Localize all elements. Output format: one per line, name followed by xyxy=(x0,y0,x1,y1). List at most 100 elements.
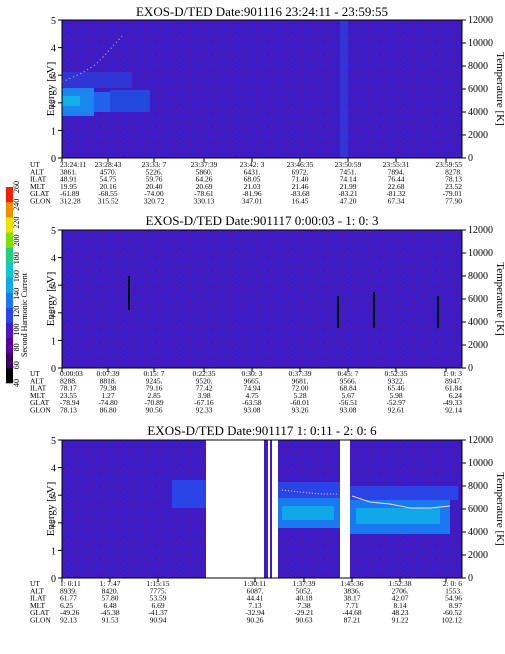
y-tick-label: 4 xyxy=(51,464,56,475)
y-tick-label: 3 xyxy=(51,71,56,82)
ephemeris-value: 91.22 xyxy=(392,616,409,625)
ephemeris-value: 330.13 xyxy=(194,197,215,206)
ephemeris-value: 0:22:35 xyxy=(193,369,216,378)
ephemeris-value: 1: 7:47 xyxy=(99,579,120,588)
ephemeris-value: 68.05 xyxy=(244,175,261,184)
ephemeris-value: 23:55:31 xyxy=(383,160,410,169)
ephemeris-value: 7894. xyxy=(388,167,405,176)
panel-3-plot-area xyxy=(61,439,463,579)
ephemeris-row-label: MLT xyxy=(30,182,46,191)
ephemeris-row-label: GLON xyxy=(30,197,51,206)
panel-3: EXOS-D/TED Date:901117 1: 0:11 - 2: 0: 6 xyxy=(30,423,505,625)
colorbar-tick-label: 180 xyxy=(12,252,21,264)
ephemeris-value: 48.91 xyxy=(60,175,77,184)
colorbar-cell xyxy=(6,277,13,293)
ephemeris-row-label: UT xyxy=(30,369,40,378)
panel-3-ylabel: Energy [eV] xyxy=(45,482,57,536)
ephemeris-value: -74.80 xyxy=(98,398,118,407)
ephemeris-value: 6.25 xyxy=(60,601,73,610)
y-tick-label: 2 xyxy=(51,99,56,110)
ephemeris-row-label: ALT xyxy=(30,586,44,595)
ephemeris-row-label: GLON xyxy=(30,406,51,415)
ephemeris-value: 40.18 xyxy=(296,594,313,603)
ephemeris-value: 102.12 xyxy=(441,616,462,625)
y2-tick-label: 6000 xyxy=(468,84,488,95)
panel-1: EXOS-D/TED Date:901116 23:24:11 - 23:59:… xyxy=(30,4,505,206)
ephemeris-value: 5.28 xyxy=(293,391,306,400)
ephemeris-value: -32.94 xyxy=(245,608,265,617)
ephemeris-value: 8420. xyxy=(102,586,119,595)
y2-tick-label: 2000 xyxy=(468,550,488,561)
y2-tick-label: 4000 xyxy=(468,107,488,118)
ephemeris-value: -81.32 xyxy=(386,189,406,198)
ephemeris-value: 72.00 xyxy=(292,384,309,393)
ephemeris-value: 3836. xyxy=(344,586,361,595)
ephemeris-value: 77.42 xyxy=(196,384,213,393)
ephemeris-row-label: ILAT xyxy=(30,384,47,393)
y2-tick-label: 0 xyxy=(468,153,473,164)
y-tick-label: 1 xyxy=(51,546,56,557)
ephemeris-value: -68.55 xyxy=(98,189,118,198)
ephemeris-value: -56.51 xyxy=(338,398,358,407)
ephemeris-value: 48.23 xyxy=(392,608,409,617)
ephemeris-value: 0:37:39 xyxy=(289,369,312,378)
ephemeris-value: 7451. xyxy=(340,167,357,176)
y-tick-label: 5 xyxy=(51,226,56,237)
ephemeris-value: 54.96 xyxy=(445,594,462,603)
colorbar-cell xyxy=(6,262,13,278)
ephemeris-value: 8939. xyxy=(60,586,77,595)
ephemeris-value: -63.58 xyxy=(242,398,262,407)
colorbar-label: Second Harmonic Current xyxy=(20,272,29,357)
ephemeris-value: 68.84 xyxy=(340,384,357,393)
ephemeris-value: -83.68 xyxy=(290,189,310,198)
ephemeris-value: 315.52 xyxy=(98,197,119,206)
colorbar-cell xyxy=(6,202,13,218)
colorbar-tick-label: 100 xyxy=(12,324,21,336)
ephemeris-value: 6972. xyxy=(292,167,309,176)
colorbar-tick-label: 260 xyxy=(12,181,21,193)
ephemeris-value: 38.17 xyxy=(344,594,361,603)
ephemeris-value: 92.61 xyxy=(388,406,405,415)
ephemeris-value: 8.97 xyxy=(449,601,462,610)
ephemeris-value: 90.56 xyxy=(146,406,163,415)
ephemeris-value: 1: 0:11 xyxy=(60,579,81,588)
ephemeris-value: 1553. xyxy=(445,586,462,595)
ephemeris-value: 9566. xyxy=(340,376,357,385)
ephemeris-value: 0:52:35 xyxy=(385,369,408,378)
ephemeris-value: -83.21 xyxy=(338,189,358,198)
y-tick-label: 5 xyxy=(51,436,56,447)
panel-2-title: EXOS-D/TED Date:901117 0:00:03 - 1: 0: 3 xyxy=(145,213,378,228)
y2-tick-label: 12000 xyxy=(468,435,493,446)
ephemeris-value: 2.85 xyxy=(147,391,160,400)
panel-3-y2label: Temperature [K] xyxy=(494,472,505,545)
ephemeris-value: 20.69 xyxy=(196,182,213,191)
ephemeris-value: 8278. xyxy=(445,167,462,176)
ephemeris-value: 54.75 xyxy=(100,175,117,184)
ephemeris-value: -45.38 xyxy=(100,608,120,617)
ephemeris-value: 9245. xyxy=(146,376,163,385)
ephemeris-value: 1: 0: 3 xyxy=(443,369,462,378)
ephemeris-value: -61.89 xyxy=(60,189,80,198)
ephemeris-value: 90.94 xyxy=(150,616,167,625)
ephemeris-value: 92.14 xyxy=(445,406,462,415)
ephemeris-value: 67.34 xyxy=(388,197,405,206)
ephemeris-value: 71.40 xyxy=(292,175,309,184)
ephemeris-value: -60.52 xyxy=(443,608,463,617)
ephemeris-value: 21.99 xyxy=(340,182,357,191)
ephemeris-value: 92.13 xyxy=(60,616,77,625)
ephemeris-value: 23:50:59 xyxy=(335,160,362,169)
ephemeris-value: 74.14 xyxy=(340,175,357,184)
ephemeris-value: -49.26 xyxy=(60,608,80,617)
ephemeris-value: 23:28:43 xyxy=(95,160,122,169)
y2-tick-label: 0 xyxy=(468,363,473,374)
y-tick-label: 3 xyxy=(51,281,56,292)
ephemeris-row-label: GLAT xyxy=(30,398,50,407)
y-tick-label: 0 xyxy=(51,154,56,165)
y2-tick-label: 10000 xyxy=(468,38,493,49)
y2-tick-label: 2000 xyxy=(468,340,488,351)
ephemeris-value: 64.26 xyxy=(196,175,213,184)
ephemeris-value: 0:30: 3 xyxy=(241,369,262,378)
ephemeris-value: -67.16 xyxy=(194,398,214,407)
